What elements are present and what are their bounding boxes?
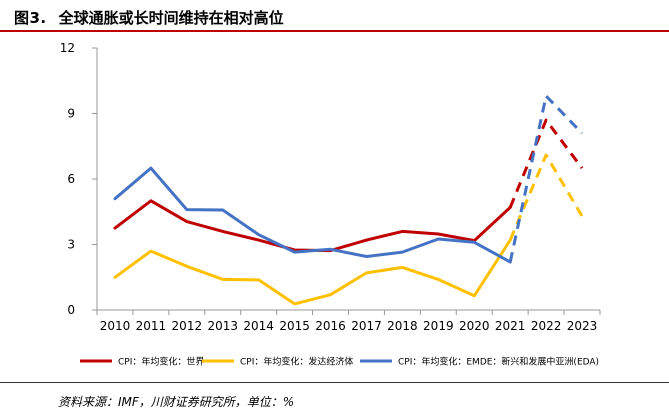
series-3 — [113, 94, 584, 264]
data-point — [113, 227, 116, 230]
data-point — [401, 266, 404, 269]
x-tick-label: 2010 — [100, 319, 131, 333]
data-point — [401, 230, 404, 233]
x-tick-label: 2021 — [495, 319, 526, 333]
data-point — [221, 278, 224, 281]
data-point — [473, 294, 476, 297]
data-point — [293, 302, 296, 305]
data-point — [365, 271, 368, 274]
data-point — [545, 95, 548, 98]
series-line-actual — [113, 199, 512, 253]
data-point — [257, 278, 260, 281]
x-tick-label: 2019 — [423, 319, 454, 333]
data-point — [329, 293, 332, 296]
y-tick-label: 0 — [67, 303, 75, 317]
data-point — [185, 220, 188, 223]
data-point — [113, 276, 116, 279]
data-point — [437, 278, 440, 281]
chart-series — [113, 94, 584, 306]
data-point — [545, 153, 548, 156]
data-point — [365, 255, 368, 258]
data-point — [437, 233, 440, 236]
data-point — [293, 251, 296, 254]
chart-axes: 0 3 6 9 12 2010 2011 2012 2013 2014 2015 2016 2017 20… — [60, 41, 601, 333]
data-point — [509, 260, 512, 263]
series-line-forecast — [508, 94, 584, 263]
data-point — [221, 209, 224, 212]
x-tick-label: 2013 — [207, 319, 238, 333]
x-tick-label: 2011 — [136, 319, 167, 333]
x-tick-label: 2023 — [567, 319, 598, 333]
chart-legend: CPI：年均变化：世界 CPI：年均变化：发达经济体 CPI：年均变化：EMDE：新… — [80, 356, 599, 368]
data-point — [545, 119, 548, 122]
x-tick-label: 2018 — [387, 319, 418, 333]
data-point — [581, 215, 584, 218]
data-point — [185, 265, 188, 268]
legend-label: CPI：年均变化：发达经济体 — [240, 356, 353, 368]
data-point — [509, 239, 512, 242]
x-tick-label: 2016 — [315, 319, 346, 333]
legend-label: CPI：年均变化：世界 — [118, 356, 204, 368]
source-note: 资料来源：IMF，川财证券研究所，单位：% — [58, 395, 295, 409]
series-line-actual — [113, 238, 512, 306]
figure-number: 图3. — [14, 8, 47, 27]
y-tick-label: 3 — [67, 238, 75, 252]
data-point — [149, 167, 152, 170]
data-point — [437, 238, 440, 241]
data-point — [365, 239, 368, 242]
data-point — [113, 197, 116, 200]
y-tick-label: 6 — [67, 172, 75, 186]
data-point — [581, 167, 584, 170]
x-tick-label: 2022 — [531, 319, 562, 333]
data-point — [401, 251, 404, 254]
series-2 — [113, 153, 584, 306]
data-point — [221, 230, 224, 233]
series-line-forecast — [508, 118, 584, 208]
x-tick-label: 2017 — [351, 319, 382, 333]
data-point — [581, 132, 584, 135]
title-divider — [0, 30, 669, 32]
data-point — [257, 233, 260, 236]
x-tick-label: 2020 — [459, 319, 490, 333]
x-tick-label: 2012 — [172, 319, 203, 333]
data-point — [509, 206, 512, 209]
data-point — [149, 199, 152, 202]
legend-label: CPI：年均变化：EMDE：新兴和发展中亚洲(EDA) — [398, 356, 599, 368]
series-line-actual — [113, 166, 512, 264]
data-point — [473, 241, 476, 244]
x-tick-label: 2015 — [279, 319, 310, 333]
figure-header: 图3. 全球通胀或长时间维持在相对高位 — [14, 6, 284, 28]
data-point — [329, 248, 332, 251]
y-tick-label: 9 — [67, 107, 75, 121]
data-point — [185, 208, 188, 211]
series-line-forecast — [508, 153, 584, 241]
data-point — [257, 239, 260, 242]
data-point — [149, 250, 152, 253]
source-divider — [0, 382, 669, 383]
x-tick-label: 2014 — [243, 319, 274, 333]
figure-title: 全球通胀或长时间维持在相对高位 — [58, 8, 284, 27]
y-tick-label: 12 — [60, 41, 75, 55]
